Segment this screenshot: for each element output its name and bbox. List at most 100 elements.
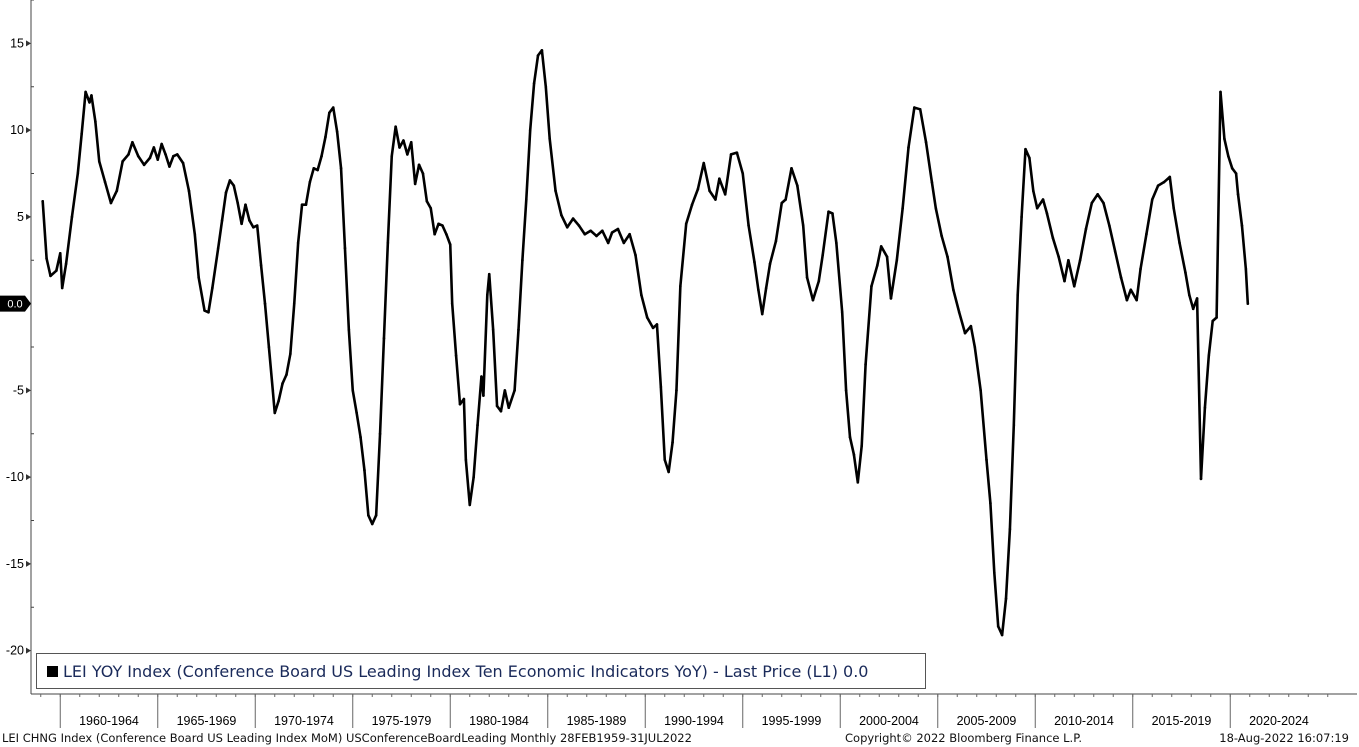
data-point [554, 189, 557, 193]
data-point [160, 142, 163, 146]
y-tick-mark [26, 647, 31, 654]
data-point [335, 130, 339, 134]
data-point [1234, 172, 1238, 175]
data-point [296, 241, 300, 245]
y-tick-mark [26, 40, 31, 47]
data-point [675, 389, 678, 392]
data-point [382, 337, 386, 340]
data-point [277, 399, 280, 403]
y-tick-label: -5 [13, 383, 24, 397]
data-point [472, 475, 475, 479]
data-point [148, 156, 152, 160]
data-point [913, 106, 916, 109]
footer-source: LEI CHNG Index (Conference Board US Lead… [2, 731, 692, 745]
data-point [780, 201, 784, 205]
data-point [55, 269, 58, 272]
data-point [952, 288, 955, 292]
data-point [94, 120, 97, 123]
data-point [856, 481, 860, 484]
data-point [1172, 206, 1175, 210]
data-point [774, 239, 778, 243]
data-point [220, 219, 224, 222]
data-point [127, 153, 130, 156]
data-point [1168, 175, 1172, 179]
data-point [528, 128, 532, 132]
data-point [115, 189, 119, 193]
data-point [390, 154, 394, 158]
data-point [1223, 137, 1226, 141]
data-point [236, 201, 239, 205]
data-point [718, 177, 721, 181]
data-point [1057, 255, 1060, 259]
data-point [1207, 354, 1211, 357]
x-tick-label: 2005-2009 [957, 714, 1017, 728]
data-point [1035, 206, 1039, 210]
last-value-label: 0.0 [7, 299, 22, 311]
data-point [996, 625, 1000, 628]
data-point [805, 276, 809, 279]
data-point [870, 284, 873, 288]
data-point [989, 501, 992, 505]
data-point [448, 243, 452, 246]
data-point [486, 293, 489, 297]
data-point [292, 302, 296, 305]
data-point [152, 146, 156, 149]
data-point [328, 111, 331, 115]
data-point [1045, 212, 1049, 215]
data-point [1150, 198, 1154, 201]
data-point [45, 257, 48, 260]
data-point [796, 184, 799, 187]
data-point [764, 286, 768, 290]
data-point [232, 184, 236, 187]
data-point [957, 311, 961, 314]
x-tick-label: 2010-2014 [1054, 714, 1114, 728]
legend-swatch-icon [47, 665, 58, 677]
data-point [1139, 267, 1142, 271]
data-point [41, 199, 44, 203]
data-point [1108, 224, 1111, 227]
data-point [324, 135, 327, 139]
data-point [482, 394, 485, 397]
data-point [136, 154, 140, 158]
data-point [864, 363, 867, 366]
data-point [1145, 232, 1148, 236]
series-line [41, 49, 1250, 637]
data-point [571, 217, 575, 220]
data-point [64, 262, 68, 266]
data-point [468, 503, 472, 507]
data-point [1227, 154, 1230, 158]
data-point [417, 163, 421, 167]
data-point [1041, 198, 1045, 201]
data-point [1236, 193, 1240, 196]
data-point [831, 212, 834, 215]
data-point [355, 411, 358, 415]
data-point [735, 151, 739, 154]
data-point [835, 241, 838, 245]
data-point [285, 373, 288, 377]
x-tick-label: 2000-2004 [859, 714, 919, 728]
last-value-tag [0, 295, 31, 312]
data-point [421, 172, 425, 175]
data-point [406, 153, 409, 156]
data-point [1078, 258, 1082, 262]
plot-area [41, 49, 1250, 637]
data-point [1191, 307, 1195, 311]
data-point [723, 193, 727, 196]
data-point [1067, 258, 1070, 262]
data-point [316, 168, 319, 172]
x-tick-label: 1965-1969 [177, 714, 237, 728]
x-tick-label: 1980-1984 [469, 714, 529, 728]
data-point [655, 323, 659, 326]
data-point [1230, 166, 1234, 170]
x-tick-label: 2015-2019 [1152, 714, 1212, 728]
x-tick-label: 1985-1989 [567, 714, 627, 728]
data-point [413, 182, 417, 186]
data-point [651, 326, 655, 330]
data-point [1246, 302, 1250, 305]
data-point [821, 253, 824, 257]
data-point [679, 284, 682, 288]
data-point [1000, 633, 1004, 637]
data-point [1125, 298, 1129, 302]
data-point [696, 187, 700, 191]
